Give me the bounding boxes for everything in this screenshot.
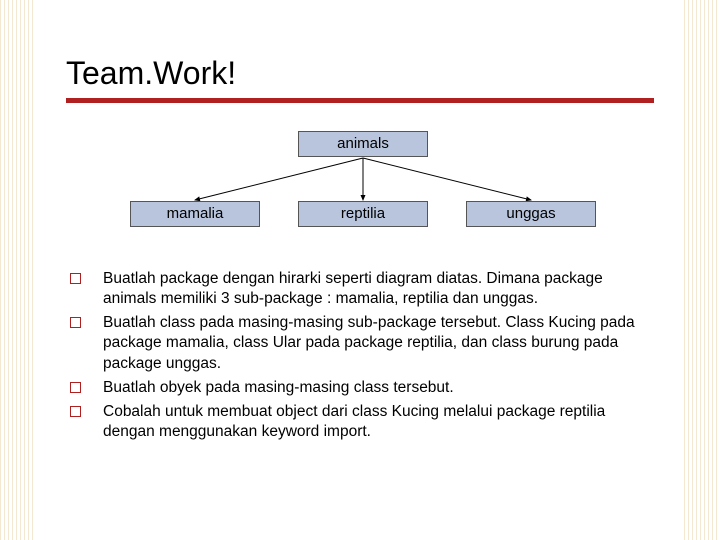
title-rule [66, 98, 654, 103]
node-label: mamalia [167, 205, 224, 222]
square-bullet-icon [70, 382, 81, 393]
edge-line [363, 158, 531, 200]
list-item: Cobalah untuk membuat object dari class … [66, 402, 654, 442]
square-bullet-icon [70, 317, 81, 328]
bullet-text: Buatlah obyek pada masing-masing class t… [103, 378, 454, 398]
node-child: mamalia [130, 201, 260, 227]
bullet-text: Buatlah class pada masing-masing sub-pac… [103, 313, 654, 373]
node-child: unggas [466, 201, 596, 227]
list-item: Buatlah obyek pada masing-masing class t… [66, 378, 654, 398]
square-bullet-icon [70, 273, 81, 284]
hierarchy-diagram: animals mamalia reptilia unggas [66, 131, 654, 251]
slide-title: Team.Work! [66, 55, 654, 92]
bullet-text: Buatlah package dengan hirarki seperti d… [103, 269, 654, 309]
node-child: reptilia [298, 201, 428, 227]
bullet-list: Buatlah package dengan hirarki seperti d… [66, 269, 654, 442]
node-root: animals [298, 131, 428, 157]
list-item: Buatlah class pada masing-masing sub-pac… [66, 313, 654, 373]
node-label: reptilia [341, 205, 385, 222]
node-label: unggas [506, 205, 555, 222]
node-label: animals [337, 135, 389, 152]
bullet-text: Cobalah untuk membuat object dari class … [103, 402, 654, 442]
square-bullet-icon [70, 406, 81, 417]
list-item: Buatlah package dengan hirarki seperti d… [66, 269, 654, 309]
slide-content: Team.Work! animals mamalia reptilia ungg… [36, 0, 684, 540]
edge-line [195, 158, 363, 200]
